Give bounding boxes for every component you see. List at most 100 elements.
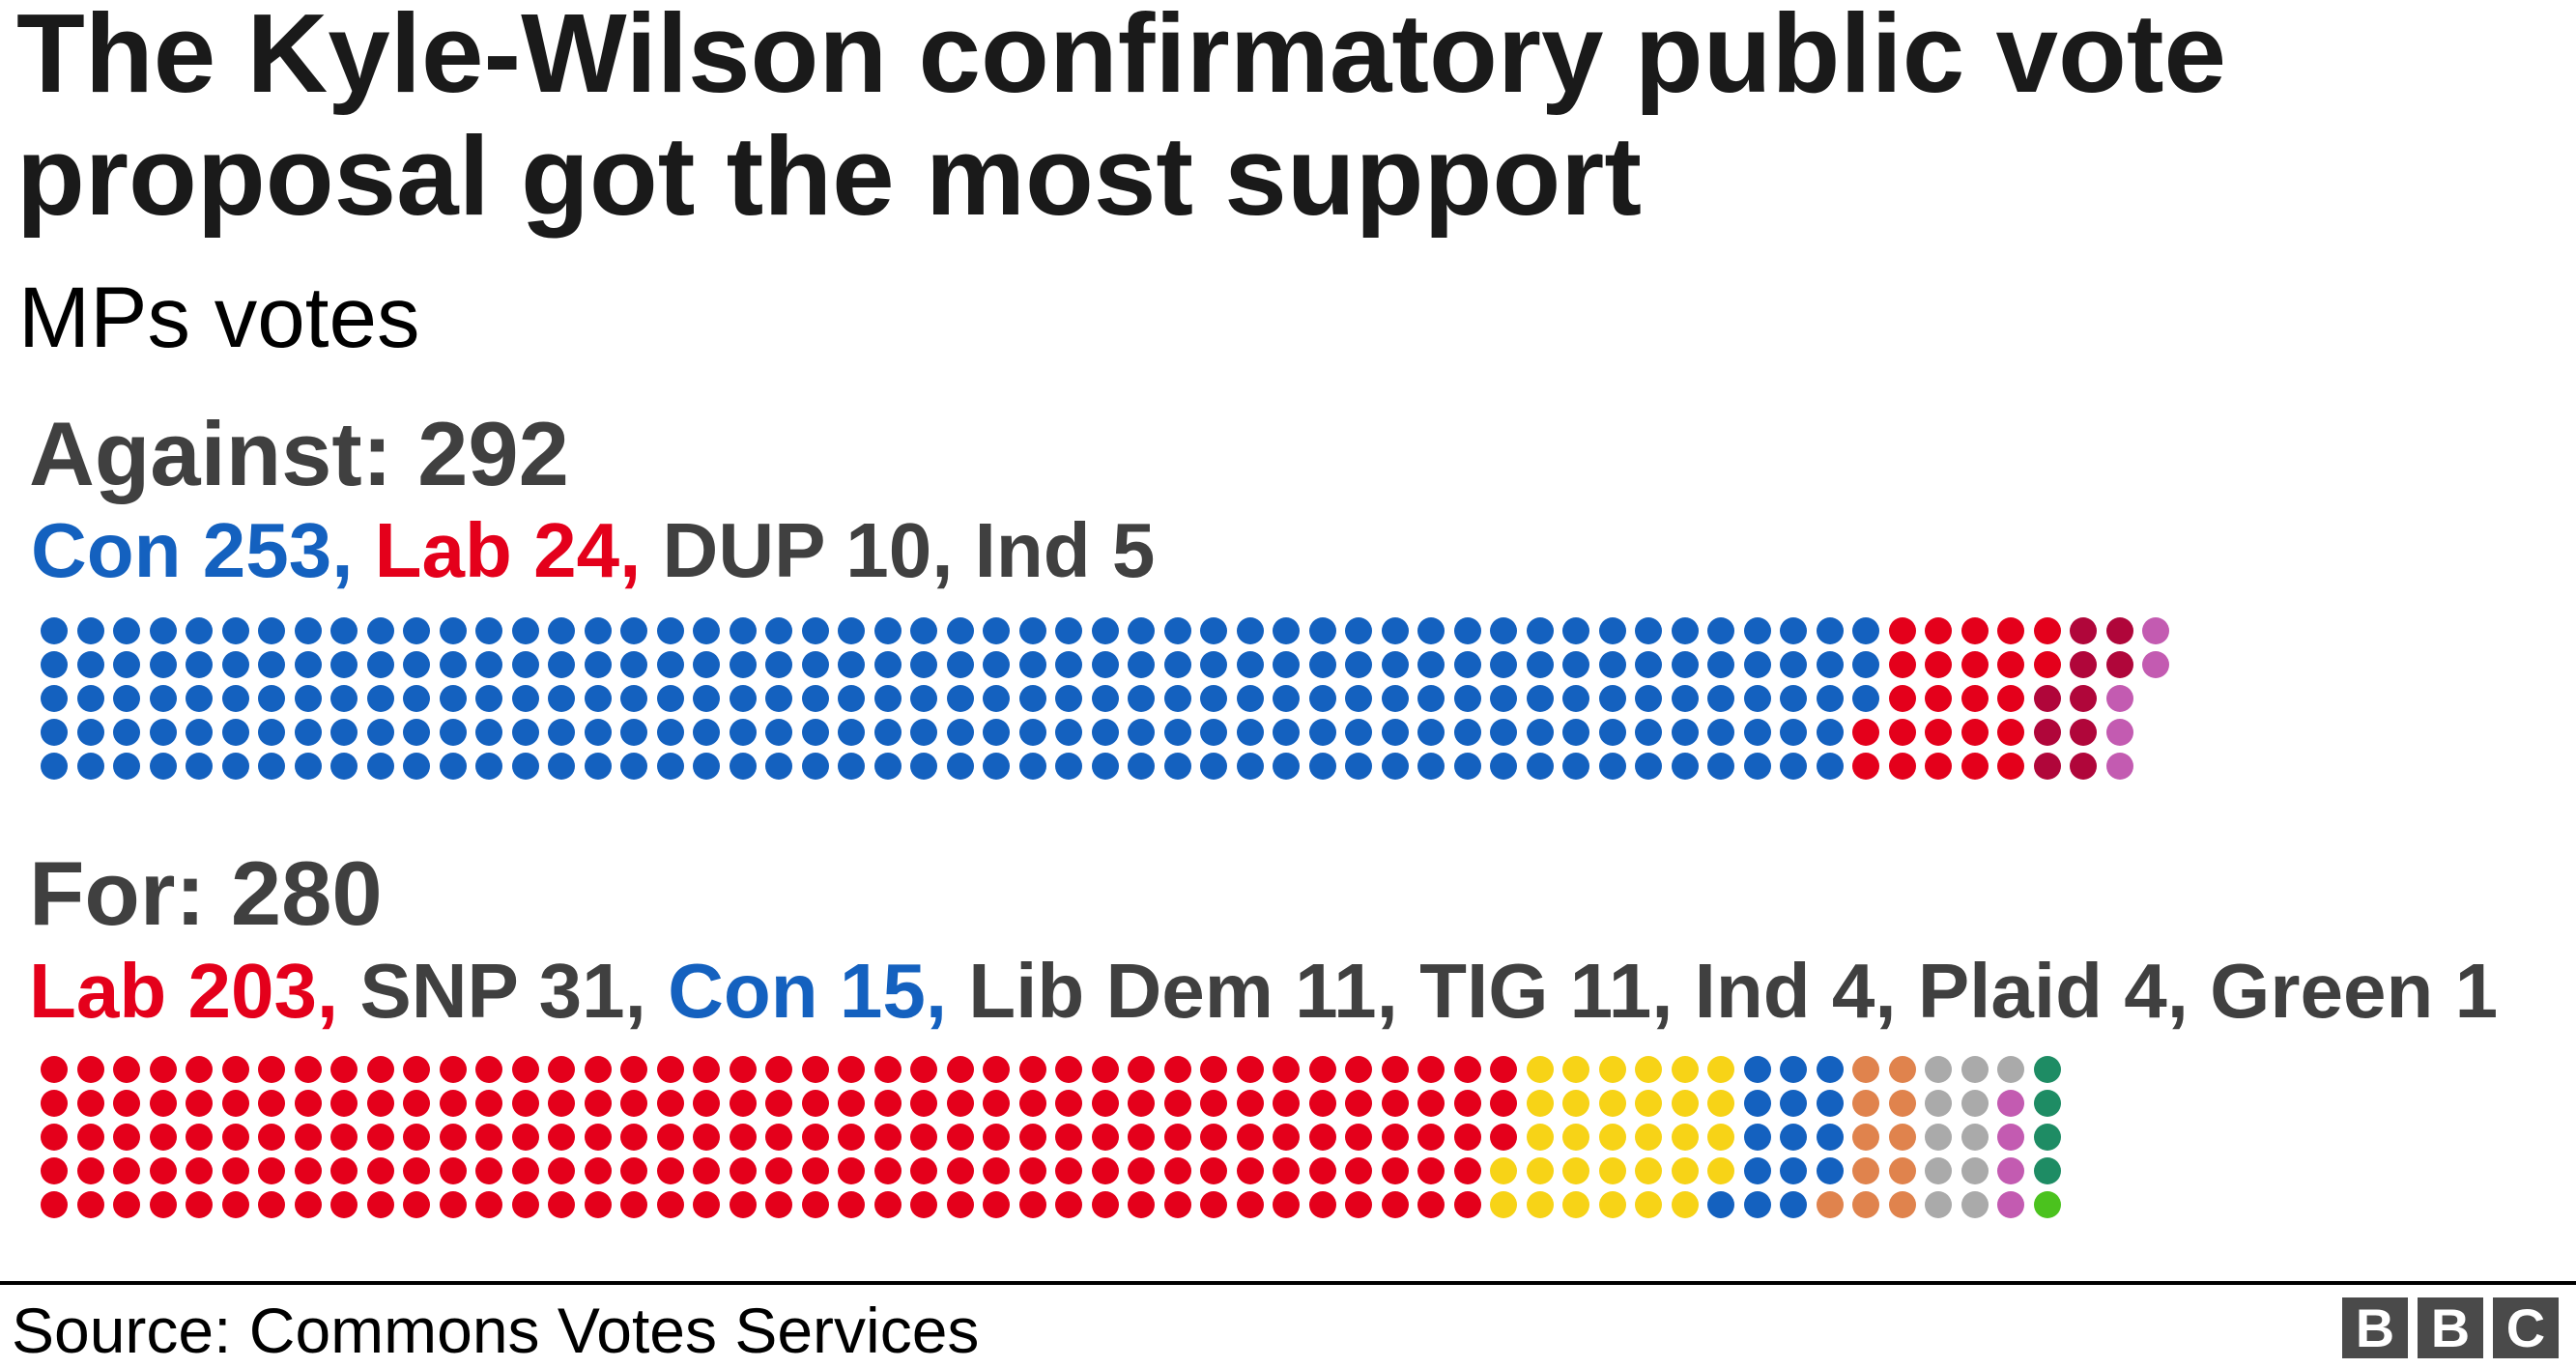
vote-dot-lab: [1200, 1090, 1227, 1117]
vote-dot-con: [1707, 719, 1734, 746]
vote-dot-snp: [1635, 1124, 1662, 1151]
vote-dot-con: [1562, 753, 1589, 780]
vote-dot-lab: [1163, 1124, 1191, 1151]
vote-dot-con: [548, 617, 575, 644]
vote-dot-con: [1417, 719, 1445, 746]
vote-dot-con: [801, 617, 829, 644]
vote-dot-dup: [2070, 617, 2097, 644]
vote-dot-con: [1852, 617, 1879, 644]
vote-dot-lab: [729, 1090, 757, 1117]
vote-dot-con: [294, 617, 322, 644]
vote-dot-con: [1200, 719, 1227, 746]
vote-dot-con: [1671, 753, 1699, 780]
vote-dot-con: [113, 719, 140, 746]
vote-dot-lab: [873, 1090, 902, 1117]
vote-dot-lab: [1997, 685, 2024, 712]
vote-dot-con: [1055, 685, 1082, 712]
vote-dot-con: [729, 719, 757, 746]
vote-dot-con: [801, 719, 829, 746]
vote-dot-con: [294, 685, 322, 712]
vote-dot-lab: [258, 1090, 285, 1117]
vote-dot-lab: [693, 1124, 720, 1151]
vote-dot-lab: [656, 1191, 684, 1218]
vote-dot-con: [186, 719, 213, 746]
vote-dot-con: [1055, 617, 1082, 644]
vote-dot-lab: [765, 1191, 792, 1218]
vote-dot-lab: [1345, 1124, 1372, 1151]
vote-dot-lab: [221, 1056, 249, 1083]
vote-dot-lab: [1273, 1124, 1300, 1151]
against-party-con: Con 253,: [31, 507, 354, 593]
vote-dot-snp: [1635, 1056, 1662, 1083]
vote-dot-con: [439, 617, 467, 644]
vote-dot-lab: [149, 1157, 177, 1184]
vote-dot-lab: [2033, 617, 2061, 644]
vote-dot-con: [584, 617, 612, 644]
vote-dot-lab: [693, 1157, 720, 1184]
for-party-con: Con 15,: [645, 948, 948, 1034]
vote-dot-lab: [873, 1056, 902, 1083]
vote-dot-con: [620, 719, 647, 746]
vote-dot-lib-dem: [1852, 1090, 1879, 1117]
vote-dot-lab: [294, 1090, 322, 1117]
vote-dot-lab: [1055, 1157, 1082, 1184]
vote-dot-con: [1635, 617, 1662, 644]
vote-dot-con: [1743, 1157, 1771, 1184]
vote-dot-con: [186, 617, 213, 644]
vote-dot-con: [910, 685, 937, 712]
vote-dot-con: [548, 753, 575, 780]
vote-dot-con: [765, 651, 792, 678]
vote-dot-con: [439, 685, 467, 712]
against-party-lab: Lab 24,: [353, 507, 642, 593]
vote-dot-lab: [1055, 1191, 1082, 1218]
vote-dot-con: [729, 651, 757, 678]
vote-dot-con: [946, 617, 974, 644]
vote-dot-con: [511, 685, 539, 712]
vote-dot-con: [548, 685, 575, 712]
vote-dot-con: [1743, 1124, 1771, 1151]
vote-dot-lab: [548, 1191, 575, 1218]
vote-dot-con: [656, 753, 684, 780]
vote-dot-con: [366, 685, 394, 712]
vote-dot-dup: [2033, 753, 2061, 780]
vote-dot-lab: [1490, 1124, 1517, 1151]
vote-dot-lab: [113, 1056, 140, 1083]
vote-dot-con: [1308, 719, 1336, 746]
vote-dot-dup: [2033, 685, 2061, 712]
vote-dot-lab: [1018, 1056, 1046, 1083]
vote-dot-con: [1707, 685, 1734, 712]
vote-dot-con: [620, 753, 647, 780]
vote-dot-con: [1490, 753, 1517, 780]
vote-dot-lab: [186, 1124, 213, 1151]
vote-dot-lab: [1091, 1090, 1119, 1117]
vote-dot-lab: [838, 1124, 865, 1151]
vote-dot-lab: [1091, 1191, 1119, 1218]
vote-dot-lab: [946, 1090, 974, 1117]
vote-dot-snp: [1635, 1157, 1662, 1184]
vote-dot-con: [1236, 685, 1264, 712]
vote-dot-lab: [1852, 719, 1879, 746]
vote-dot-con: [1091, 719, 1119, 746]
vote-dot-con: [1671, 651, 1699, 678]
vote-dot-ind: [2105, 753, 2133, 780]
vote-dot-con: [1308, 651, 1336, 678]
vote-dot-con: [1236, 719, 1264, 746]
vote-dot-lab: [584, 1090, 612, 1117]
vote-dot-con: [1055, 651, 1082, 678]
against-heading: Against: 292: [29, 403, 569, 504]
vote-dot-con: [584, 719, 612, 746]
vote-dot-con: [910, 753, 937, 780]
vote-dot-con: [1128, 753, 1155, 780]
vote-dot-lab: [765, 1124, 792, 1151]
vote-dot-tig: [1925, 1124, 1952, 1151]
vote-dot-lab: [946, 1191, 974, 1218]
vote-dot-lab: [1888, 685, 1916, 712]
vote-dot-lab: [1018, 1124, 1046, 1151]
vote-dot-con: [258, 651, 285, 678]
vote-dot-con: [693, 753, 720, 780]
vote-dot-lab: [475, 1090, 502, 1117]
vote-dot-lab: [186, 1090, 213, 1117]
vote-dot-con: [1707, 753, 1734, 780]
for-heading: For: 280: [29, 842, 383, 944]
vote-dot-con: [149, 719, 177, 746]
